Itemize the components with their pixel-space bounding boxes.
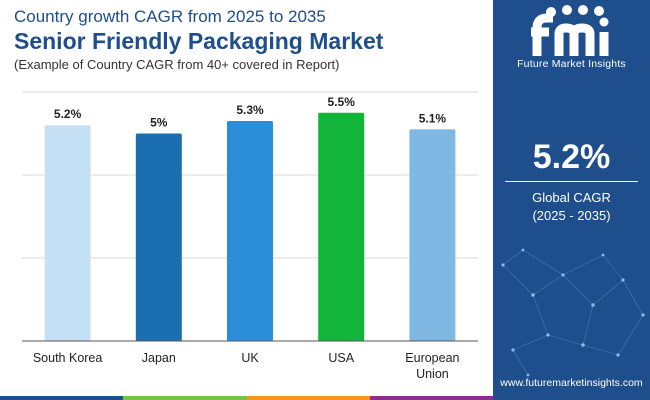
bar-european-union xyxy=(409,129,456,341)
bar-usa xyxy=(318,112,365,341)
chart-header: Country growth CAGR from 2025 to 2035 Se… xyxy=(14,6,484,74)
strip-segment-green xyxy=(123,396,247,400)
global-cagr-period: (2025 - 2035) xyxy=(532,208,611,223)
bar-uk xyxy=(227,121,273,341)
kpi-divider xyxy=(505,181,638,182)
bar-chart: 5.2% South Korea 5% Japan 5.3% UK 5.5% USA 5.1% E… xyxy=(22,91,478,381)
tick-label-uk: UK xyxy=(241,351,259,365)
tick-label-european-union: European xyxy=(405,351,459,365)
strip-segment-blue xyxy=(0,396,124,400)
sidebar-panel: Future Market Insights 5.2% Global CAGR … xyxy=(493,0,650,400)
tick-label-japan: Japan xyxy=(142,351,176,365)
chart-subtitle: (Example of Country CAGR from 40+ covere… xyxy=(14,57,340,72)
data-label-japan: 5% xyxy=(150,116,168,130)
strip-segment-purple xyxy=(369,396,493,400)
strip-segment-orange xyxy=(246,396,370,400)
global-cagr-label: Global CAGR (2025 - 2035) xyxy=(493,189,650,225)
tick-label-usa: USA xyxy=(328,351,354,365)
bottom-color-strip xyxy=(0,396,493,400)
global-cagr-label-line1: Global CAGR xyxy=(532,190,611,205)
fmi-logo-icon xyxy=(531,5,609,56)
tick-label-european-union: Union xyxy=(416,367,449,381)
network-pattern-icon xyxy=(501,248,645,377)
data-label-european-union: 5.1% xyxy=(419,111,447,125)
logo-wordmark: Future Market Insights xyxy=(517,58,626,70)
bar-south-korea xyxy=(44,125,91,341)
website-url: www.futuremarketinsights.com xyxy=(500,377,643,389)
data-label-south-korea: 5.2% xyxy=(54,107,82,121)
bar-japan xyxy=(135,133,182,341)
header-top-line: Country growth CAGR from 2025 to 2035 xyxy=(14,7,326,26)
global-cagr-value: 5.2% xyxy=(532,138,611,176)
chart-title: Senior Friendly Packaging Market xyxy=(14,28,384,54)
data-label-usa: 5.5% xyxy=(328,95,356,109)
data-label-uk: 5.3% xyxy=(236,103,264,117)
tick-label-south-korea: South Korea xyxy=(33,351,103,365)
